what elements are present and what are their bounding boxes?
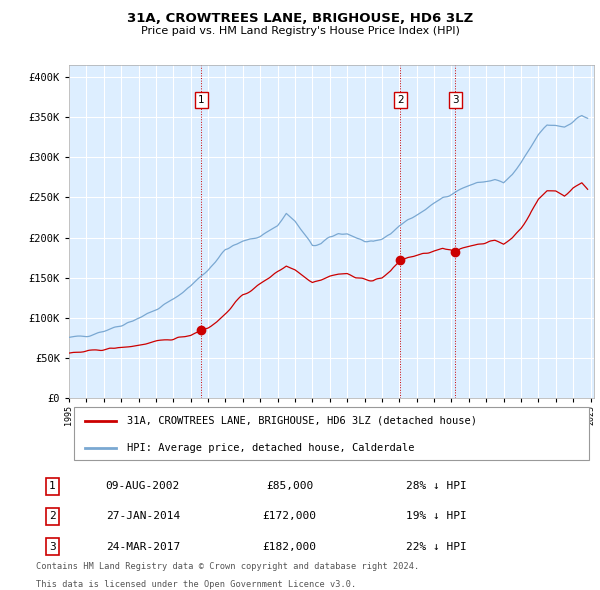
Text: 1: 1: [198, 95, 205, 105]
Text: 2: 2: [397, 95, 404, 105]
Text: Price paid vs. HM Land Registry's House Price Index (HPI): Price paid vs. HM Land Registry's House …: [140, 26, 460, 35]
Text: This data is licensed under the Open Government Licence v3.0.: This data is licensed under the Open Gov…: [35, 579, 356, 589]
Text: 2: 2: [49, 512, 56, 522]
Text: 31A, CROWTREES LANE, BRIGHOUSE, HD6 3LZ: 31A, CROWTREES LANE, BRIGHOUSE, HD6 3LZ: [127, 12, 473, 25]
Text: 3: 3: [452, 95, 458, 105]
Text: HPI: Average price, detached house, Calderdale: HPI: Average price, detached house, Cald…: [127, 444, 414, 453]
Text: 31A, CROWTREES LANE, BRIGHOUSE, HD6 3LZ (detached house): 31A, CROWTREES LANE, BRIGHOUSE, HD6 3LZ …: [127, 416, 477, 425]
Text: 22% ↓ HPI: 22% ↓ HPI: [406, 542, 466, 552]
FancyBboxPatch shape: [74, 407, 589, 460]
Text: 1: 1: [49, 481, 56, 491]
Text: £182,000: £182,000: [262, 542, 316, 552]
Text: £172,000: £172,000: [262, 512, 316, 522]
Text: 19% ↓ HPI: 19% ↓ HPI: [406, 512, 466, 522]
Text: 3: 3: [49, 542, 56, 552]
Text: 09-AUG-2002: 09-AUG-2002: [106, 481, 180, 491]
Text: Contains HM Land Registry data © Crown copyright and database right 2024.: Contains HM Land Registry data © Crown c…: [35, 562, 419, 571]
Text: 28% ↓ HPI: 28% ↓ HPI: [406, 481, 466, 491]
Text: 27-JAN-2014: 27-JAN-2014: [106, 512, 180, 522]
Text: £85,000: £85,000: [266, 481, 313, 491]
Text: 24-MAR-2017: 24-MAR-2017: [106, 542, 180, 552]
